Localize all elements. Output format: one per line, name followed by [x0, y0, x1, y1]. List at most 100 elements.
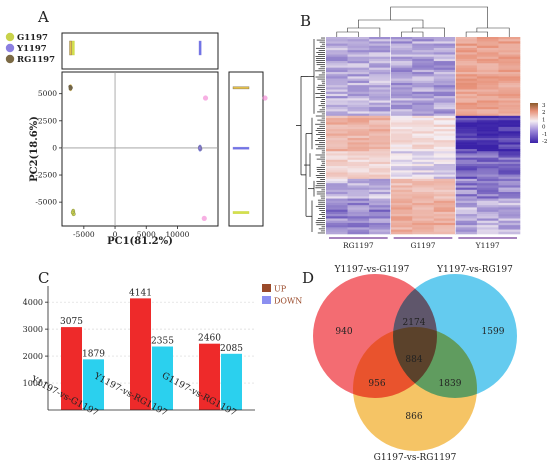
heatmap-cell [433, 102, 456, 106]
heatmap-cell [369, 87, 391, 90]
heatmap-column-dendrogram [336, 6, 510, 37]
panel-letter-b: B [300, 12, 311, 30]
heatmap-cell [455, 191, 478, 195]
heatmap-cell [347, 98, 370, 101]
heatmap-cell [433, 220, 456, 224]
heatmap-cell [326, 207, 348, 210]
heatmap-cell [476, 85, 499, 88]
heatmap-cell [455, 231, 478, 235]
heatmap-cell [412, 140, 435, 143]
heatmap-cell [390, 37, 413, 40]
heatmap-cell [390, 216, 413, 219]
heatmap-cell [433, 140, 456, 143]
heatmap-cell [347, 111, 370, 114]
heatmap-cell [476, 155, 499, 158]
heatmap-cell [326, 50, 348, 53]
heatmap-cell [369, 135, 391, 139]
heatmap-cell [326, 47, 348, 51]
heatmap-cell [347, 65, 370, 68]
heatmap-cell [347, 176, 370, 180]
heatmap-cell [390, 122, 413, 125]
heatmap-cell [326, 65, 348, 68]
heatmap-cell [498, 178, 521, 182]
heatmap-cell [476, 98, 499, 101]
heatmap-cell [433, 54, 456, 57]
heatmap-cell [476, 113, 499, 117]
heatmap-cell [498, 155, 521, 158]
heatmap-cell [369, 120, 391, 123]
heatmap-cell [498, 61, 521, 64]
bar-down [152, 346, 173, 410]
heatmap-cell [369, 45, 391, 49]
heatmap-row-dendro-branch [296, 76, 308, 176]
heatmap-cell [498, 142, 521, 145]
heatmap-cell [390, 74, 413, 77]
heatmap-cell [347, 198, 370, 202]
heatmap-cell [412, 126, 435, 130]
heatmap-cell [455, 218, 478, 222]
heatmap-cell [412, 67, 435, 71]
heatmap-cell [476, 189, 499, 193]
heatmap-cell [498, 98, 521, 101]
heatmap-cell [412, 216, 435, 219]
heatmap-cell [347, 229, 370, 233]
heatmap-cell [412, 47, 435, 51]
venn-set-label: G1197-vs-RG1197 [374, 453, 457, 463]
heatmap-cell [326, 151, 348, 154]
heatmap-cell [326, 166, 348, 169]
heatmap-cell [326, 142, 348, 145]
heatmap-cell [347, 157, 370, 161]
heatmap-cell [369, 137, 391, 141]
venn-region-count: 2174 [403, 318, 426, 328]
pca-density-spot [201, 215, 207, 222]
heatmap-cell [369, 140, 391, 143]
heatmap-cell [433, 91, 456, 95]
heatmap-cell [498, 129, 521, 132]
heatmap-cell [476, 183, 499, 186]
heatmap-cell [347, 181, 370, 184]
heatmap-row-dendrogram [296, 37, 325, 234]
heatmap-cell [412, 124, 435, 128]
heatmap-cell [498, 111, 521, 114]
heatmap-cell [326, 214, 348, 217]
heatmap-cell [412, 104, 435, 108]
heatmap-cell [347, 159, 370, 163]
heatmap-cell [326, 37, 348, 40]
heatmap-cell [326, 146, 348, 150]
heatmap-cell [476, 218, 499, 222]
heatmap-cell [390, 181, 413, 184]
heatmap-cell [347, 91, 370, 95]
heatmap-cell [326, 129, 348, 132]
heatmap-cell [412, 231, 435, 235]
heatmap-cell [476, 129, 499, 132]
pca-top-density-mark [72, 40, 75, 56]
heatmap-cell [347, 47, 370, 51]
heatmap-cell [347, 69, 370, 73]
heatmap-cell [390, 115, 413, 119]
heatmap-cell [347, 218, 370, 222]
heatmap-cell [390, 142, 413, 145]
heatmap-cell [412, 229, 435, 233]
heatmap-cell [369, 200, 391, 204]
heatmap-cell [455, 72, 478, 75]
heatmap-cell [433, 82, 456, 86]
heatmap-cell [390, 100, 413, 103]
heatmap-cell [369, 102, 391, 106]
heatmap-cell [455, 115, 478, 119]
heatmap-cell [326, 133, 348, 137]
heatmap-cell [412, 137, 435, 141]
heatmap-cell [412, 54, 435, 57]
heatmap-cell [326, 216, 348, 219]
heatmap-cell [326, 82, 348, 86]
heatmap-cell [455, 87, 478, 90]
heatmap-cell [369, 43, 391, 47]
heatmap-cell [326, 80, 348, 84]
heatmap-cell [326, 45, 348, 49]
heatmap-cell [433, 96, 456, 99]
heatmap-cell [433, 211, 456, 215]
heatmap-cell [433, 126, 456, 130]
heatmap-cell [476, 82, 499, 86]
heatmap-cell [476, 124, 499, 128]
heatmap-cell [412, 52, 435, 55]
